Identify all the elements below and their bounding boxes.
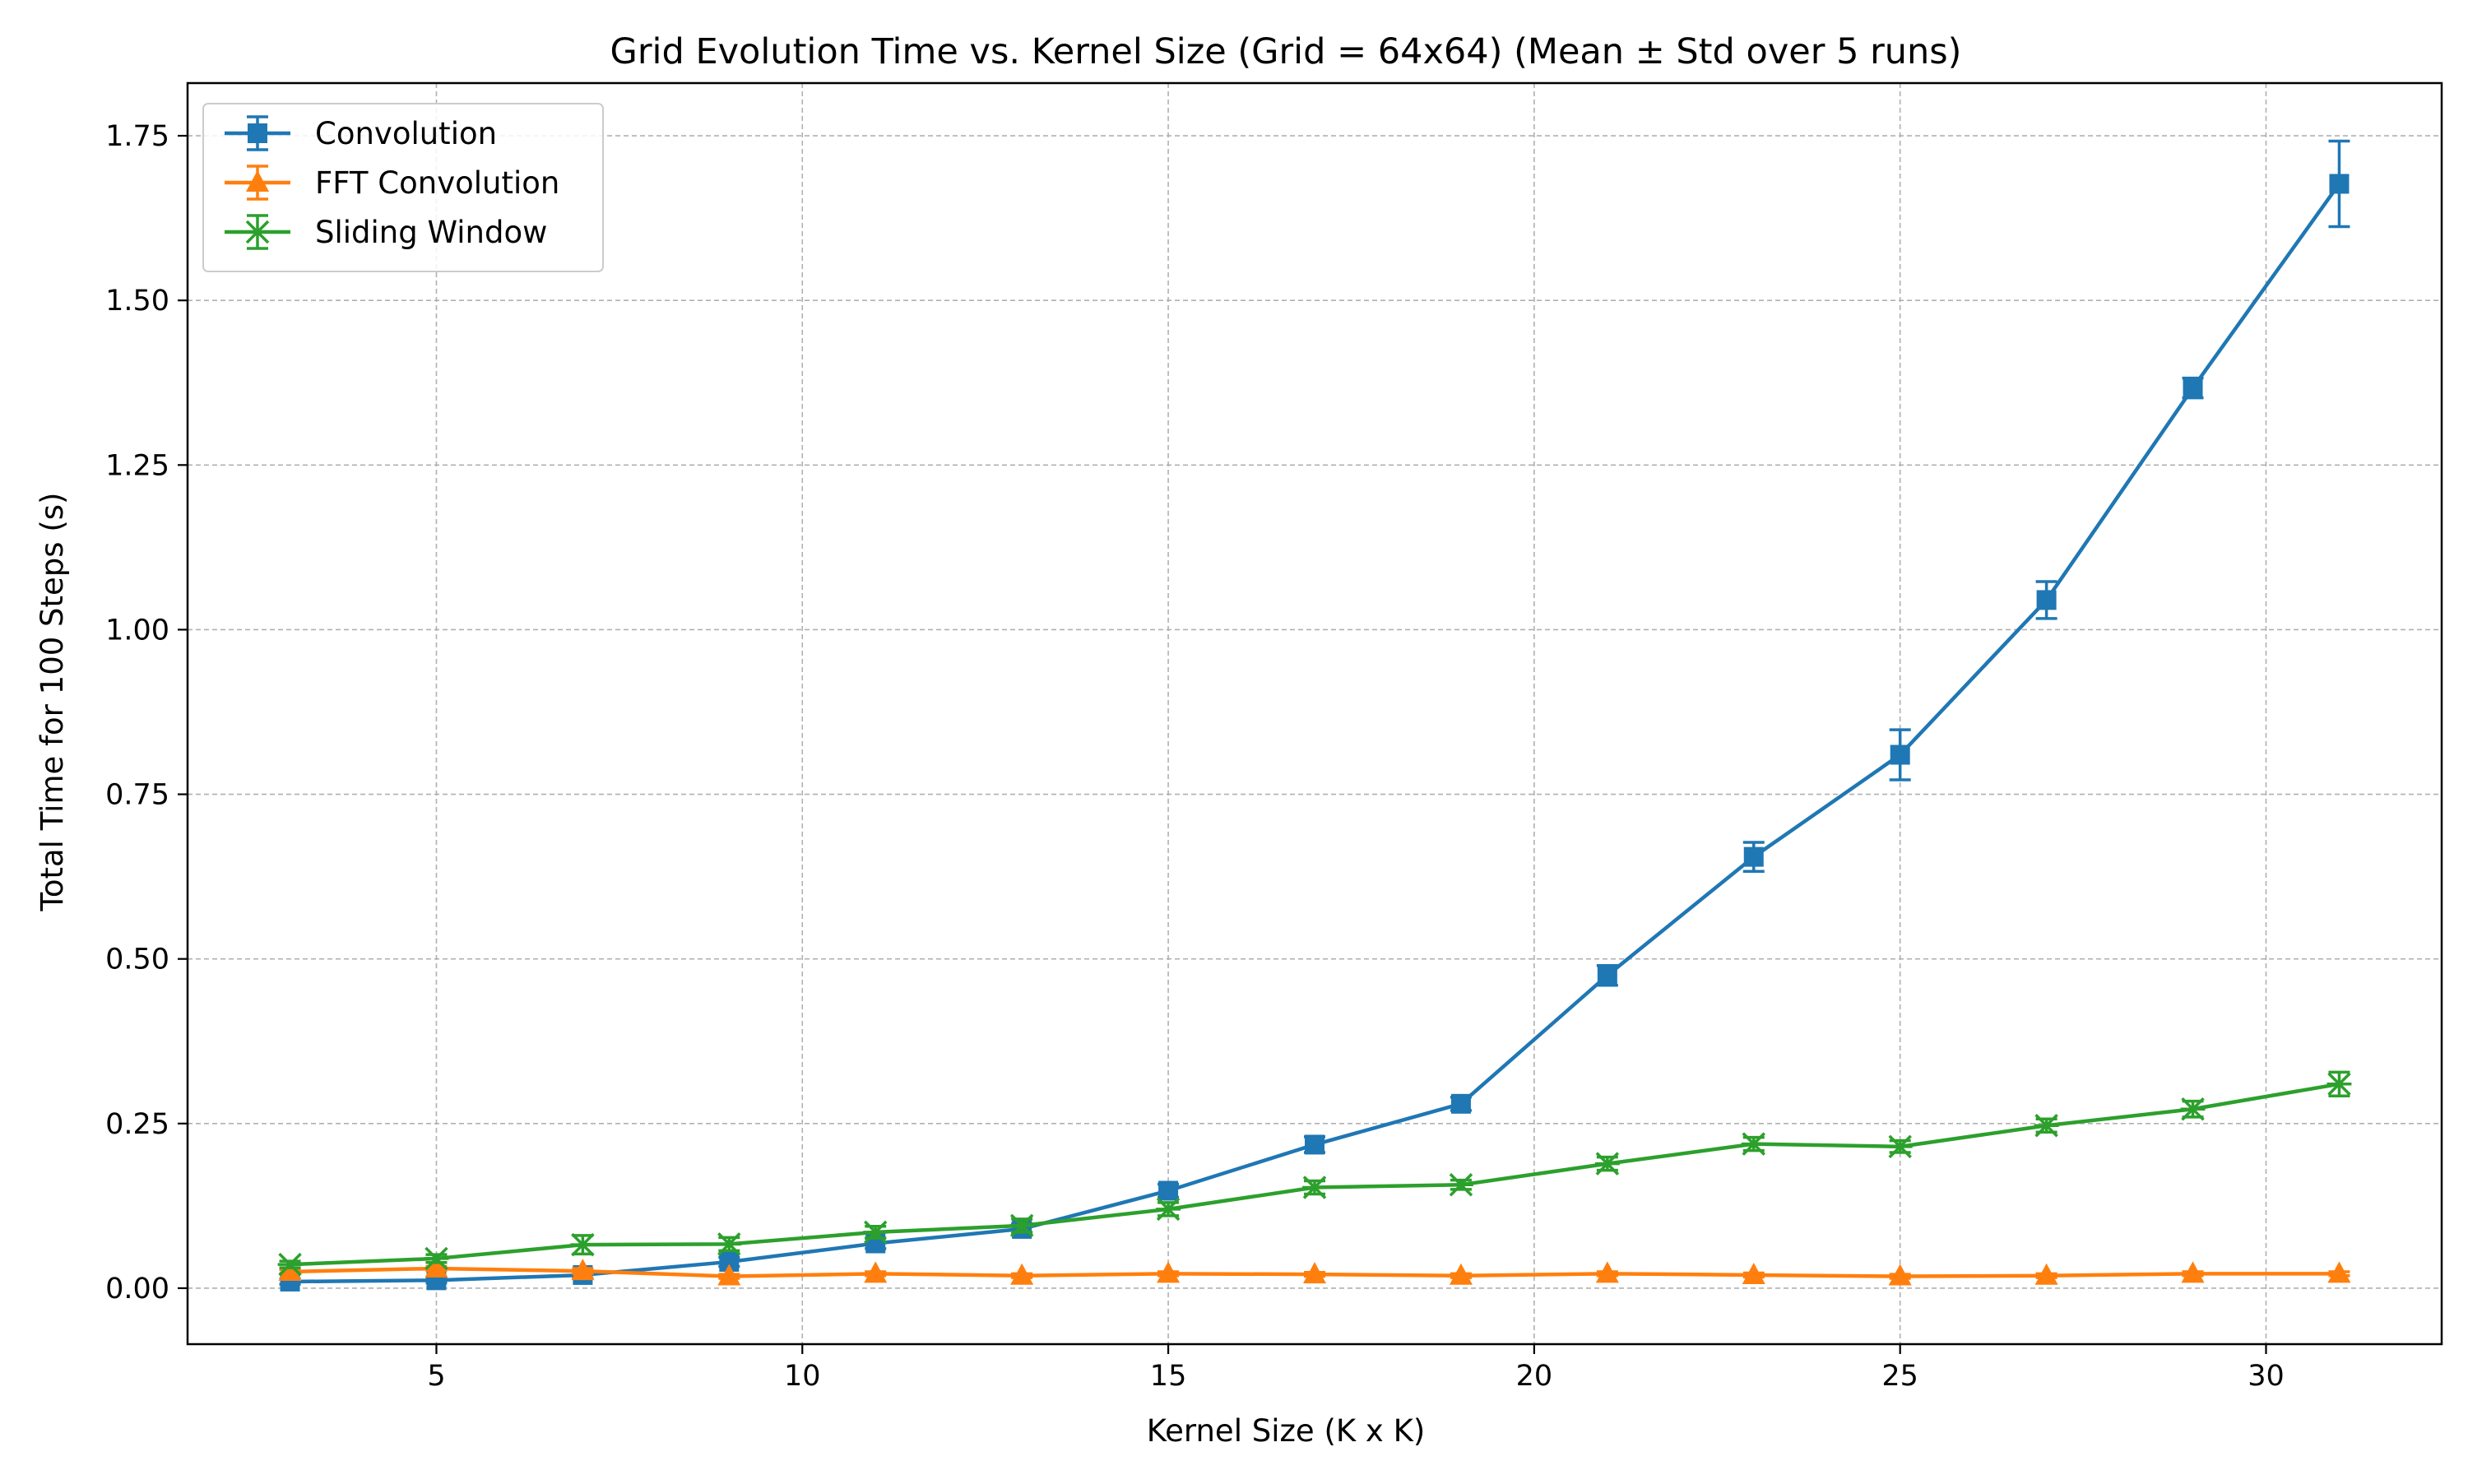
data-point [1594,1152,1620,1176]
y-tick-label: 0.25 [105,1108,169,1141]
data-point [2034,1263,2058,1285]
legend-marker [248,123,267,143]
data-point [1888,1264,1912,1286]
data-point [717,1232,742,1256]
y-tick-label: 0.75 [105,779,169,812]
data-point [2327,1072,2352,1097]
data-point [717,1264,741,1286]
x-tick-label: 25 [1881,1360,1918,1393]
data-point [1303,1262,1326,1284]
legend-item-fft-convolution: FFT Convolution [225,165,559,201]
axes: 5 10 15 20 25 30 0.00 0.25 0.50 0.75 1.00 1.25 1.50 1… [105,81,2443,1393]
legend-label: FFT Convolution [315,165,559,201]
data-point [2329,174,2350,194]
data-point [277,1252,303,1277]
y-tick-label: 0.00 [105,1273,169,1305]
data-point [1010,1263,1034,1285]
x-tick-label: 15 [1150,1360,1187,1393]
y-tick-label: 1.75 [105,120,169,153]
legend-item-sliding-window: Sliding Window [225,214,547,250]
data-point [1742,1262,1765,1284]
data-point [1890,744,1910,765]
plot-frame [186,81,2443,1346]
data-point [2180,1097,2206,1121]
series-line [290,183,2341,1284]
data-point [571,1259,595,1281]
x-tick-label: 5 [427,1360,445,1393]
x-axis-label: Kernel Size (K x K) [1147,1413,1426,1449]
x-tick-label: 10 [784,1360,821,1393]
y-tick-label: 0.50 [105,944,169,976]
data-point [1156,1197,1181,1222]
chart-title: Grid Evolution Time vs. Kernel Size (Gri… [610,31,1962,72]
data-point [1597,965,1617,985]
data-point [1595,1261,1619,1283]
series-line [290,1082,2340,1267]
data-point [278,1259,302,1281]
data-point [1158,1180,1179,1201]
data-point [1009,1213,1035,1238]
data-point [1449,1263,1473,1285]
data-point [1741,1132,1766,1156]
legend-label: Sliding Window [315,215,547,250]
data-point [1450,1093,1471,1114]
data-point [1448,1173,1473,1197]
data-point [424,1255,448,1278]
data-point [2181,1261,2205,1283]
data-point [570,1232,596,1257]
series-group [277,139,2352,1292]
data-point [2327,1261,2351,1283]
data-point [1305,1134,1324,1155]
legend: Convolution FFT Convolution Sliding Window [202,103,604,272]
y-axis-label: Total Time for 100 Steps (s) [35,493,70,912]
legend-box [202,103,604,272]
data-point [2036,590,2057,610]
legend-marker [245,220,270,244]
y-tick-label: 1.50 [105,285,169,318]
data-point [2183,378,2203,398]
data-point [2034,1113,2059,1138]
data-point [1743,846,1764,867]
y-tick-label: 1.00 [105,614,169,647]
data-point [863,1220,888,1245]
data-point [1302,1176,1327,1199]
x-tick-label: 20 [1516,1360,1553,1393]
series-fft-convolution [278,1255,2351,1286]
y-tick-label: 1.25 [105,449,169,482]
x-tick-label: 30 [2248,1360,2285,1393]
legend-item-convolution: Convolution [225,115,497,151]
data-point [1887,1134,1913,1159]
data-point [424,1246,449,1271]
data-point [864,1261,888,1283]
series-sliding-window [277,1070,2352,1277]
data-point [1157,1261,1181,1283]
legend-label: Convolution [315,116,497,151]
legend-marker [246,170,269,192]
